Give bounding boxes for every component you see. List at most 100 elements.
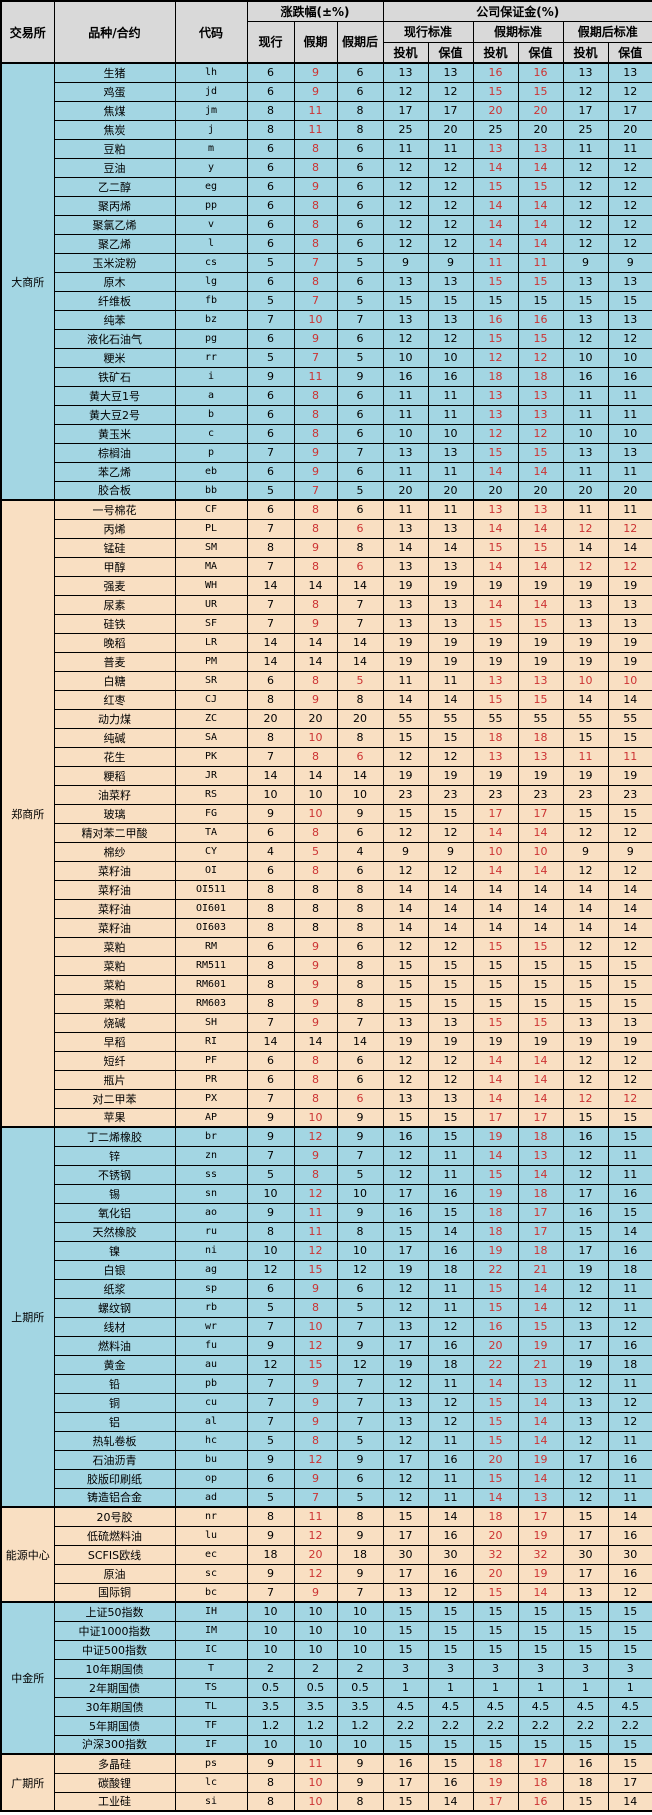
value-cell: 11 xyxy=(293,1202,338,1223)
value-cell: 12 xyxy=(607,328,652,349)
header-hedge-3: 保值 xyxy=(607,41,652,64)
value-cell: 8 xyxy=(246,537,295,558)
value-cell: 7 xyxy=(246,309,295,330)
value-cell: 8 xyxy=(293,385,338,406)
value-cell: 17 xyxy=(562,1335,609,1356)
value-cell: 5 xyxy=(246,347,295,368)
value-cell: 15 xyxy=(472,1411,519,1432)
value-cell: 1.2 xyxy=(293,1715,338,1736)
value-cell: 12 xyxy=(382,1164,429,1185)
value-cell: 11 xyxy=(607,746,652,767)
product-cell: 中证1000指数 xyxy=(53,1620,176,1641)
value-cell: 15 xyxy=(427,1639,474,1660)
value-cell: 6 xyxy=(246,233,295,254)
value-cell: 8 xyxy=(293,518,338,539)
value-cell: 11 xyxy=(427,138,474,159)
value-cell: 6 xyxy=(246,822,295,843)
table-row: 对二甲苯 PX 7 8 6 13 13 14 14 12 12 xyxy=(1,1088,652,1109)
value-cell: 1 xyxy=(382,1677,429,1698)
value-cell: 15 xyxy=(517,1639,564,1660)
value-cell: 19 xyxy=(427,765,474,786)
product-cell: 玻璃 xyxy=(53,803,176,824)
code-cell: PM xyxy=(174,651,248,672)
value-cell: 9 xyxy=(246,1525,295,1546)
product-cell: 普麦 xyxy=(53,651,176,672)
value-cell: 12 xyxy=(607,1411,652,1432)
code-cell: TS xyxy=(174,1677,248,1698)
value-cell: 2.2 xyxy=(472,1715,519,1736)
table-row: 棉纱 CY 4 5 4 9 9 10 10 9 9 xyxy=(1,841,652,862)
table-row: 聚丙烯 pp 6 8 6 12 12 14 14 12 12 xyxy=(1,195,652,216)
value-cell: 18 xyxy=(472,1753,519,1774)
value-cell: 14 xyxy=(517,195,564,216)
value-cell: 15 xyxy=(382,1506,429,1527)
code-cell: TF xyxy=(174,1715,248,1736)
value-cell: 12 xyxy=(427,1069,474,1090)
value-cell: 12 xyxy=(607,1050,652,1071)
value-cell: 15 xyxy=(427,803,474,824)
value-cell: 14 xyxy=(562,917,609,938)
value-cell: 0.5 xyxy=(246,1677,295,1698)
header-spec-3: 投机 xyxy=(562,41,609,64)
value-cell: 2 xyxy=(293,1658,338,1679)
value-cell: 12 xyxy=(382,233,429,254)
table-row: 不锈钢 ss 5 8 5 12 11 15 14 12 11 xyxy=(1,1164,652,1185)
table-row: 纯碱 SA 8 10 8 15 15 18 18 15 15 xyxy=(1,727,652,748)
value-cell: 20 xyxy=(472,1563,519,1584)
value-cell: 14 xyxy=(517,518,564,539)
code-cell: br xyxy=(174,1126,248,1147)
code-cell: v xyxy=(174,214,248,235)
product-cell: 乙二醇 xyxy=(53,176,176,197)
value-cell: 13 xyxy=(382,1088,429,1109)
value-cell: 15 xyxy=(382,1734,429,1755)
code-cell: si xyxy=(174,1791,248,1812)
value-cell: 17 xyxy=(472,803,519,824)
value-cell: 14 xyxy=(472,1069,519,1090)
value-cell: 10 xyxy=(246,784,295,805)
value-cell: 20 xyxy=(517,119,564,140)
value-cell: 11 xyxy=(607,1373,652,1394)
value-cell: 9 xyxy=(336,366,384,387)
value-cell: 1 xyxy=(472,1677,519,1698)
value-cell: 18 xyxy=(427,1259,474,1280)
value-cell: 16 xyxy=(517,62,564,83)
value-cell: 21 xyxy=(517,1354,564,1375)
value-cell: 15 xyxy=(472,1601,519,1622)
code-cell: ss xyxy=(174,1164,248,1185)
value-cell: 15 xyxy=(517,442,564,463)
value-cell: 7 xyxy=(336,594,384,615)
value-cell: 55 xyxy=(607,708,652,729)
value-cell: 13 xyxy=(472,138,519,159)
value-cell: 18 xyxy=(517,727,564,748)
value-cell: 18 xyxy=(517,1772,564,1793)
table-row: 菜粕 RM603 8 9 8 15 15 15 15 15 15 xyxy=(1,993,652,1014)
product-cell: 线材 xyxy=(53,1316,176,1337)
value-cell: 14 xyxy=(517,1297,564,1318)
value-cell: 12 xyxy=(562,936,609,957)
value-cell: 12 xyxy=(336,1354,384,1375)
code-cell: zn xyxy=(174,1145,248,1166)
value-cell: 18 xyxy=(427,1354,474,1375)
value-cell: 6 xyxy=(336,271,384,292)
table-row: 黄玉米 c 6 8 6 10 10 12 12 10 10 xyxy=(1,423,652,444)
value-cell: 18 xyxy=(607,1354,652,1375)
code-cell: FG xyxy=(174,803,248,824)
value-cell: 16 xyxy=(472,1316,519,1337)
value-cell: 17 xyxy=(562,1563,609,1584)
product-cell: 纯苯 xyxy=(53,309,176,330)
value-cell: 20 xyxy=(336,708,384,729)
exchange-cell: 郑商所 xyxy=(0,499,55,1128)
value-cell: 9 xyxy=(336,1126,384,1147)
value-cell: 7 xyxy=(246,1392,295,1413)
value-cell: 23 xyxy=(562,784,609,805)
value-cell: 2.2 xyxy=(382,1715,429,1736)
value-cell: 18 xyxy=(517,1240,564,1261)
value-cell: 11 xyxy=(562,461,609,482)
value-cell: 15 xyxy=(607,1734,652,1755)
code-cell: i xyxy=(174,366,248,387)
code-cell: CF xyxy=(174,499,248,520)
code-cell: au xyxy=(174,1354,248,1375)
value-cell: 11 xyxy=(562,404,609,425)
value-cell: 16 xyxy=(382,1202,429,1223)
value-cell: 25 xyxy=(562,119,609,140)
